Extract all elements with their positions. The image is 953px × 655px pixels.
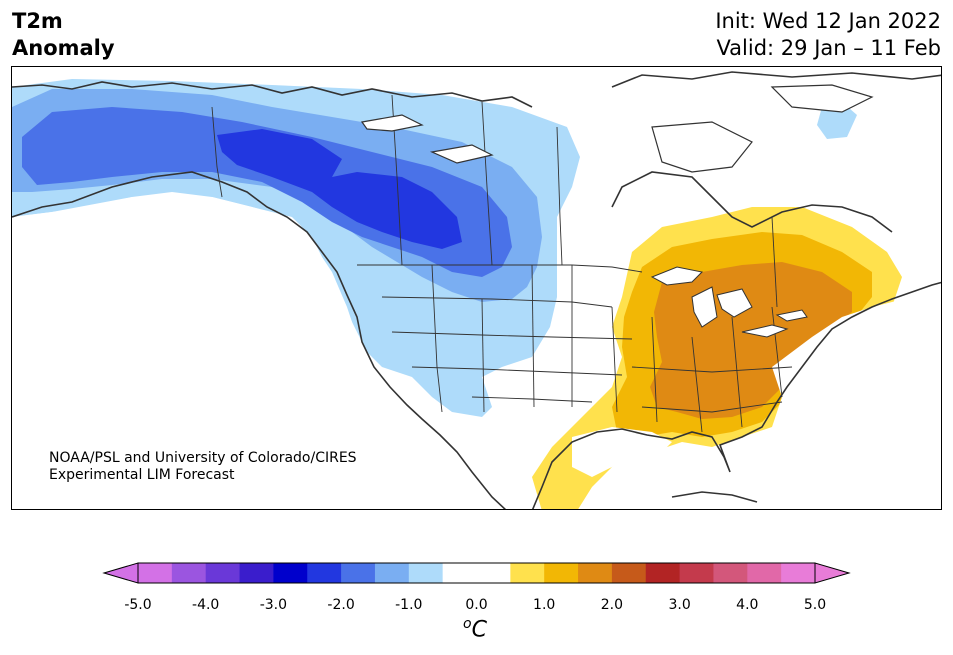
colorbar-cell bbox=[205, 563, 241, 583]
colorbar-unit: oC bbox=[463, 616, 487, 642]
colorbar-outline bbox=[137, 562, 816, 584]
colorbar-under-arrow bbox=[102, 562, 139, 584]
init-date: Init: Wed 12 Jan 2022 bbox=[715, 9, 941, 33]
map-svg bbox=[12, 71, 941, 509]
colorbar-tick-label: 1.0 bbox=[533, 597, 556, 613]
borders bbox=[211, 94, 793, 433]
colorbar-cell bbox=[341, 563, 376, 583]
colorbar-cell bbox=[374, 563, 410, 583]
colorbar-tick-label: 5.0 bbox=[803, 597, 827, 613]
arctic-islands bbox=[360, 84, 874, 173]
colorbar-cell bbox=[442, 563, 477, 583]
colorbar-over-arrow bbox=[814, 562, 851, 584]
colorbar-tick-label: -1.0 bbox=[395, 597, 423, 613]
title-variable: T2m bbox=[12, 9, 63, 33]
credit-line-1: NOAA/PSL and University of Colorado/CIRE… bbox=[49, 450, 357, 466]
cold-anomaly-level4 bbox=[217, 129, 462, 249]
colorbar-cell bbox=[645, 563, 681, 583]
great-lakes bbox=[650, 266, 808, 338]
colorbar-cell bbox=[273, 563, 308, 583]
colorbar-cell bbox=[239, 563, 274, 583]
colorbar-tick-label: 2.0 bbox=[600, 597, 624, 613]
colorbar-tick-label: -4.0 bbox=[192, 597, 220, 613]
colorbar-cell bbox=[713, 563, 748, 583]
colorbar-cell bbox=[138, 563, 173, 583]
colorbar-cell bbox=[171, 563, 207, 583]
colorbar-cell bbox=[408, 563, 444, 583]
unit-base: C bbox=[471, 617, 487, 643]
title-subtitle: Anomaly bbox=[12, 36, 115, 60]
unit-superscript: o bbox=[463, 616, 472, 632]
colorbar-cell bbox=[679, 563, 714, 583]
valid-range: Valid: 29 Jan – 11 Feb bbox=[716, 36, 941, 60]
coastlines bbox=[12, 71, 941, 509]
colorbar-cell bbox=[544, 563, 579, 583]
colorbar-cell bbox=[578, 563, 613, 583]
gulf-of-mexico bbox=[572, 427, 672, 477]
credit-text: NOAA/PSL and University of Colorado/CIRE… bbox=[49, 450, 357, 484]
colorbar-cell bbox=[307, 563, 342, 583]
cold-anomaly-east bbox=[817, 102, 857, 139]
colorbar-tick-label: 3.0 bbox=[668, 597, 691, 613]
colorbar-cell bbox=[510, 563, 545, 583]
atlantic-ocean bbox=[712, 292, 941, 509]
forecast-dates: Init: Wed 12 Jan 2022 Valid: 29 Jan – 11… bbox=[715, 8, 941, 62]
pacific-ocean bbox=[12, 197, 501, 509]
colorbar-tick-label: 4.0 bbox=[736, 597, 759, 613]
colorbar-cell bbox=[476, 563, 511, 583]
anomaly-map bbox=[11, 66, 942, 510]
colorbar-tick-label: -3.0 bbox=[259, 597, 288, 613]
colorbar-tick-label: -2.0 bbox=[327, 597, 355, 613]
colorbar-cell bbox=[781, 563, 816, 583]
chart-title: T2m Anomaly bbox=[12, 8, 115, 62]
colorbar-cells bbox=[138, 563, 816, 583]
colorbar bbox=[102, 562, 851, 584]
colorbar-cell bbox=[611, 563, 647, 583]
credit-line-2: Experimental LIM Forecast bbox=[49, 467, 235, 483]
colorbar-tick-label: -5.0 bbox=[124, 597, 152, 613]
colorbar-tick-label: 0.0 bbox=[465, 597, 488, 613]
colorbar-cell bbox=[747, 563, 782, 583]
